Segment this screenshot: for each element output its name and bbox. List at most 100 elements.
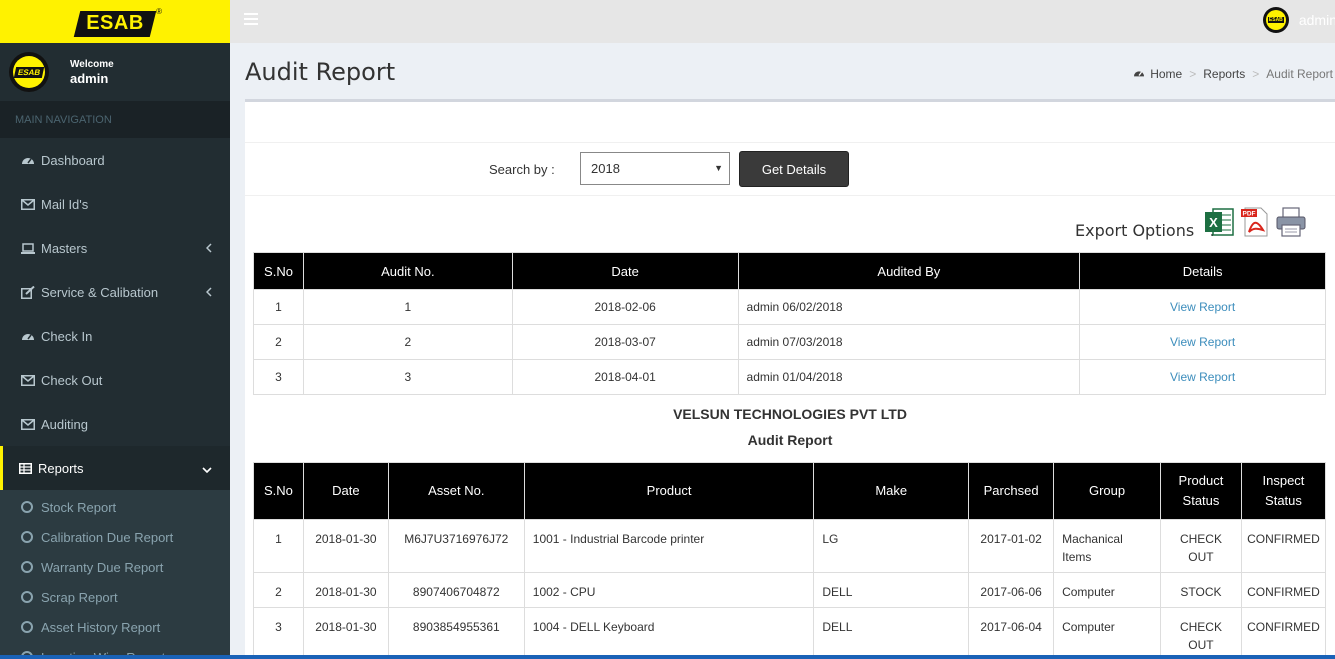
caret-down-icon: ▼ — [714, 163, 723, 173]
cell-audited-by: admin 06/02/2018 — [737, 289, 1081, 325]
circle-icon — [21, 621, 33, 633]
sidebar-item-service-calibation[interactable]: Service & Calibation — [0, 270, 230, 314]
sidebar: ESAB ® ESAB Welcome admin MAIN NAVIGATIO… — [0, 0, 230, 659]
column-header: S.No — [253, 462, 304, 520]
chevron-left-icon — [205, 285, 212, 300]
dashboard-icon — [21, 329, 35, 343]
cell-details: View Report — [1079, 359, 1326, 395]
search-label: Search by : — [489, 162, 555, 177]
search-form: Search by : 2018 ▼ Get Details — [245, 143, 1335, 196]
edit-icon — [21, 285, 35, 299]
avatar: ESAB — [1262, 7, 1289, 33]
cell-sno: 3 — [253, 607, 304, 659]
excel-icon[interactable]: X — [1203, 206, 1235, 238]
logo-bar[interactable]: ESAB ® — [0, 0, 230, 43]
cell-product-status: STOCK — [1160, 572, 1242, 608]
cell-purchased: 2017-01-02 — [968, 519, 1055, 573]
column-header: Product — [523, 462, 815, 520]
table-header-row: S.No Date Asset No. Product Make Parchse… — [253, 462, 1327, 520]
chevron-down-icon — [202, 461, 212, 476]
sidebar-item-mail-ids[interactable]: Mail Id's — [0, 182, 230, 226]
sidebar-item-check-out[interactable]: Check Out — [0, 358, 230, 402]
reports-submenu: Stock Report Calibration Due Report Warr… — [0, 490, 230, 659]
laptop-icon — [21, 241, 35, 255]
breadcrumb: Home > Reports > Audit Report — [1133, 67, 1333, 81]
sidebar-item-check-in[interactable]: Check In — [0, 314, 230, 358]
envelope-icon — [21, 197, 35, 211]
submenu-item-asset-history-report[interactable]: Asset History Report — [0, 612, 230, 642]
cell-date: 2018-04-01 — [511, 359, 739, 395]
table-row: 2 2 2018-03-07 admin 07/03/2018 View Rep… — [253, 324, 1326, 360]
cell-date: 2018-01-30 — [302, 607, 389, 659]
submenu-item-calibration-due-report[interactable]: Calibration Due Report — [0, 522, 230, 552]
submenu-item-scrap-report[interactable]: Scrap Report — [0, 582, 230, 612]
cell-product: 1002 - CPU — [523, 572, 815, 608]
chevron-left-icon — [205, 241, 212, 256]
column-header: Date — [302, 462, 389, 520]
esab-logo[interactable]: ESAB ® — [73, 7, 162, 37]
table-row: 1 1 2018-02-06 admin 06/02/2018 View Rep… — [253, 289, 1326, 325]
export-label: Export Options : — [1075, 221, 1215, 240]
breadcrumb-reports[interactable]: Reports — [1203, 67, 1246, 81]
circle-icon — [21, 591, 33, 603]
cell-product-status: CHECK OUT — [1160, 607, 1242, 659]
os-taskbar — [0, 655, 1335, 659]
cell-audited-by: admin 07/03/2018 — [737, 324, 1081, 360]
printer-icon[interactable] — [1275, 206, 1307, 238]
sidebar-item-reports[interactable]: Reports — [0, 446, 230, 490]
cell-sno: 2 — [253, 324, 304, 360]
user-menu[interactable]: ESAB admin — [1262, 7, 1335, 33]
company-name: VELSUN TECHNOLOGIES PVT LTD — [673, 406, 907, 422]
cell-product-status: CHECK OUT — [1160, 519, 1242, 573]
cell-group: Computer — [1053, 572, 1161, 608]
cell-details: View Report — [1079, 324, 1326, 360]
user-menu-name: admin — [1298, 12, 1335, 28]
nav-header: MAIN NAVIGATION — [0, 102, 230, 138]
cell-product: 1001 - Industrial Barcode printer — [523, 519, 815, 573]
sidebar-item-dashboard[interactable]: Dashboard — [0, 138, 230, 182]
cell-group: Machanical Items — [1053, 519, 1161, 573]
view-report-link[interactable]: View Report — [1170, 300, 1236, 314]
table-row: 3 3 2018-04-01 admin 01/04/2018 View Rep… — [253, 359, 1326, 395]
cell-inspect-status: CONFIRMED — [1240, 607, 1327, 659]
get-details-button[interactable]: Get Details — [739, 151, 849, 187]
breadcrumb-home[interactable]: Home — [1150, 67, 1183, 81]
cell-asset-no: M6J7U3716976J72 — [387, 519, 525, 573]
year-select[interactable]: 2018 ▼ — [580, 152, 730, 185]
submenu-item-stock-report[interactable]: Stock Report — [0, 492, 230, 522]
report-title: Audit Report — [747, 432, 833, 448]
cell-make: DELL — [813, 572, 970, 608]
column-header: Audit No. — [302, 252, 513, 290]
table-icon — [18, 461, 32, 475]
view-report-link[interactable]: View Report — [1170, 335, 1236, 349]
content-header: Audit Report Home > Reports > Audit Repo… — [230, 43, 1335, 100]
column-header: Date — [511, 252, 739, 290]
dashboard-icon — [21, 153, 35, 167]
export-options: Export Options : X PDF — [245, 196, 1335, 250]
cell-asset-no: 8903854955361 — [387, 607, 525, 659]
circle-icon — [21, 501, 33, 513]
cell-make: LG — [813, 519, 970, 573]
user-name: admin — [70, 70, 109, 86]
table-row: 2 2018-01-30 8907406704872 1002 - CPU DE… — [253, 572, 1327, 608]
circle-icon — [21, 561, 33, 573]
cell-sno: 1 — [253, 519, 304, 573]
hamburger-menu-icon[interactable] — [244, 13, 258, 25]
sidebar-item-masters[interactable]: Masters — [0, 226, 230, 270]
top-navbar: ESAB admin — [230, 0, 1335, 43]
cell-group: Computer — [1053, 607, 1161, 659]
avatar: ESAB — [9, 52, 49, 92]
submenu-item-warranty-due-report[interactable]: Warranty Due Report — [0, 552, 230, 582]
pdf-icon[interactable]: PDF — [1239, 206, 1271, 238]
view-report-link[interactable]: View Report — [1170, 370, 1236, 384]
box-header — [245, 102, 1335, 143]
sidebar-item-auditing[interactable]: Auditing — [0, 402, 230, 446]
column-header: Audited By — [737, 252, 1081, 290]
column-header: Inspect Status — [1240, 462, 1327, 520]
cell-sno: 1 — [253, 289, 304, 325]
cell-details: View Report — [1079, 289, 1326, 325]
cell-product: 1004 - DELL Keyboard — [523, 607, 815, 659]
envelope-icon — [21, 417, 35, 431]
table-row: 3 2018-01-30 8903854955361 1004 - DELL K… — [253, 607, 1327, 659]
cell-make: DELL — [813, 607, 970, 659]
